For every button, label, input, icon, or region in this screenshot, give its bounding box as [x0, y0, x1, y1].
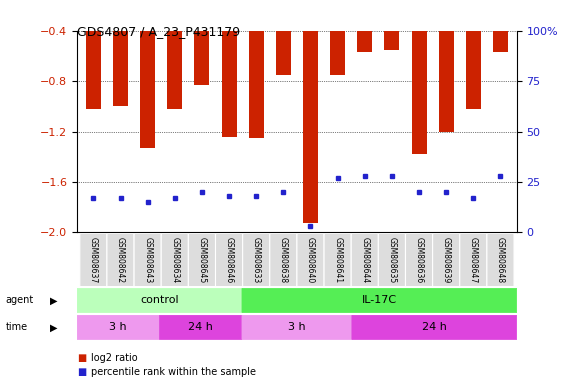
Text: log2 ratio: log2 ratio — [91, 353, 138, 363]
FancyBboxPatch shape — [80, 233, 107, 289]
Bar — [86, 31, 101, 109]
Text: ■: ■ — [77, 367, 86, 377]
FancyBboxPatch shape — [77, 315, 159, 339]
Bar — [439, 31, 453, 131]
Text: GSM808633: GSM808633 — [252, 237, 261, 283]
Text: GSM808640: GSM808640 — [306, 237, 315, 283]
FancyBboxPatch shape — [351, 233, 379, 289]
Bar — [330, 31, 345, 75]
FancyBboxPatch shape — [159, 315, 242, 339]
FancyBboxPatch shape — [188, 233, 215, 289]
Text: GSM808645: GSM808645 — [198, 237, 207, 283]
Text: 24 h: 24 h — [422, 322, 447, 333]
Bar — [412, 31, 427, 154]
Bar — [303, 31, 318, 223]
Bar — [195, 31, 210, 85]
Text: GSM808646: GSM808646 — [224, 237, 234, 283]
Text: GSM808643: GSM808643 — [143, 237, 152, 283]
FancyBboxPatch shape — [134, 233, 161, 289]
Text: 24 h: 24 h — [188, 322, 213, 333]
Text: time: time — [6, 322, 28, 333]
FancyBboxPatch shape — [379, 233, 405, 289]
Text: GSM808641: GSM808641 — [333, 237, 342, 283]
Text: agent: agent — [6, 295, 34, 306]
Text: ▶: ▶ — [50, 322, 58, 333]
Text: GSM808636: GSM808636 — [415, 237, 424, 283]
Bar — [140, 31, 155, 148]
FancyBboxPatch shape — [487, 233, 514, 289]
Text: IL-17C: IL-17C — [362, 295, 397, 306]
Text: percentile rank within the sample: percentile rank within the sample — [91, 367, 256, 377]
Bar — [167, 31, 182, 109]
Bar — [384, 31, 399, 50]
FancyBboxPatch shape — [433, 233, 460, 289]
Bar — [357, 31, 372, 52]
FancyBboxPatch shape — [77, 288, 242, 313]
FancyBboxPatch shape — [405, 233, 433, 289]
FancyBboxPatch shape — [270, 233, 297, 289]
FancyBboxPatch shape — [242, 288, 517, 313]
Bar — [249, 31, 264, 138]
Text: GSM808639: GSM808639 — [442, 237, 451, 283]
Text: ▶: ▶ — [50, 295, 58, 306]
Text: GSM808647: GSM808647 — [469, 237, 478, 283]
FancyBboxPatch shape — [242, 315, 352, 339]
FancyBboxPatch shape — [161, 233, 188, 289]
Text: GSM808644: GSM808644 — [360, 237, 369, 283]
FancyBboxPatch shape — [324, 233, 351, 289]
FancyBboxPatch shape — [243, 233, 270, 289]
Bar — [222, 31, 236, 137]
Bar — [113, 31, 128, 106]
Text: GDS4807 / A_23_P431179: GDS4807 / A_23_P431179 — [77, 25, 240, 38]
Text: 3 h: 3 h — [110, 322, 127, 333]
Text: GSM808637: GSM808637 — [89, 237, 98, 283]
FancyBboxPatch shape — [460, 233, 487, 289]
Text: control: control — [140, 295, 179, 306]
Text: GSM808638: GSM808638 — [279, 237, 288, 283]
Text: GSM808635: GSM808635 — [387, 237, 396, 283]
FancyBboxPatch shape — [297, 233, 324, 289]
FancyBboxPatch shape — [352, 315, 517, 339]
Bar — [466, 31, 481, 109]
Text: GSM808642: GSM808642 — [116, 237, 125, 283]
FancyBboxPatch shape — [215, 233, 243, 289]
Text: 3 h: 3 h — [288, 322, 305, 333]
FancyBboxPatch shape — [107, 233, 134, 289]
Text: ■: ■ — [77, 353, 86, 363]
Text: GSM808648: GSM808648 — [496, 237, 505, 283]
Text: GSM808634: GSM808634 — [170, 237, 179, 283]
Bar — [493, 31, 508, 52]
Bar — [276, 31, 291, 75]
